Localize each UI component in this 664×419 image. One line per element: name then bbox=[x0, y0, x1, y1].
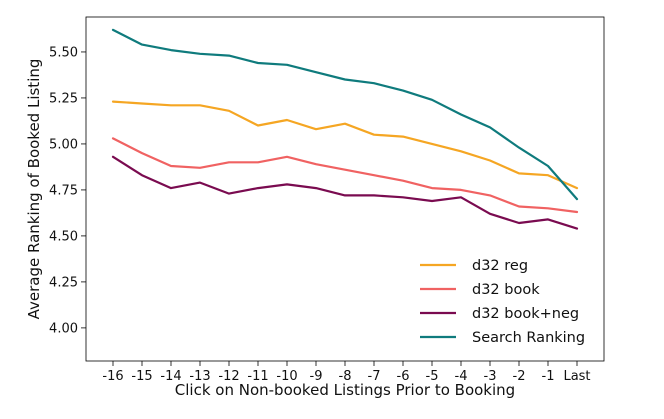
x-tick-label: -2 bbox=[513, 369, 526, 384]
y-tick-label: 5.25 bbox=[49, 91, 78, 106]
x-tick-label: -9 bbox=[310, 369, 323, 384]
legend-label: d32 reg bbox=[472, 258, 528, 274]
x-tick-label: -12 bbox=[218, 369, 239, 384]
x-tick-label: -6 bbox=[397, 369, 410, 384]
x-tick-label: -3 bbox=[484, 369, 497, 384]
x-tick-label: -8 bbox=[339, 369, 352, 384]
x-tick-label: -14 bbox=[160, 369, 181, 384]
x-tick-label: -4 bbox=[455, 369, 468, 384]
x-tick-label: -13 bbox=[189, 369, 210, 384]
x-tick-label: -11 bbox=[247, 369, 268, 384]
x-tick-label: -7 bbox=[368, 369, 381, 384]
x-tick-label: -1 bbox=[542, 369, 555, 384]
legend: d32 reg d32 book d32 book+neg Search Rankin… bbox=[420, 258, 585, 346]
series-line-d32-reg bbox=[111, 100, 579, 190]
series-line-d32-book bbox=[111, 137, 579, 214]
x-tick-label: -5 bbox=[426, 369, 439, 384]
series-line-search-ranking bbox=[111, 28, 579, 201]
y-tick-label: 4.50 bbox=[49, 229, 78, 244]
y-tick-label: 5.00 bbox=[49, 137, 78, 152]
series-line-d32-book-neg bbox=[111, 155, 579, 230]
legend-label: Search Ranking bbox=[472, 330, 585, 346]
x-tick-label: Last bbox=[563, 369, 590, 384]
y-tick-label: 5.50 bbox=[49, 45, 78, 60]
y-axis-title: Average Ranking of Booked Listing bbox=[25, 59, 43, 320]
x-tick-label: -16 bbox=[102, 369, 123, 384]
y-tick-label: 4.25 bbox=[49, 275, 78, 290]
y-tick-label: 4.00 bbox=[49, 321, 78, 336]
legend-label: d32 book bbox=[472, 282, 540, 298]
x-tick-label: -10 bbox=[276, 369, 297, 384]
y-tick-label: 4.75 bbox=[49, 183, 78, 198]
series-lines bbox=[111, 28, 579, 230]
x-axis: -16 -15 -14 -13 -12 -11 -10 -9 -8 -7 -6 -5 -4 -3 -2 -1 L… bbox=[102, 361, 591, 384]
x-axis-title: Click on Non-booked Listings Prior to Bo… bbox=[175, 381, 515, 399]
legend-label: d32 book+neg bbox=[472, 306, 579, 322]
x-tick-label: -15 bbox=[131, 369, 152, 384]
y-axis: 4.00 4.25 4.50 4.75 5.00 5.25 5.50 bbox=[49, 45, 86, 336]
